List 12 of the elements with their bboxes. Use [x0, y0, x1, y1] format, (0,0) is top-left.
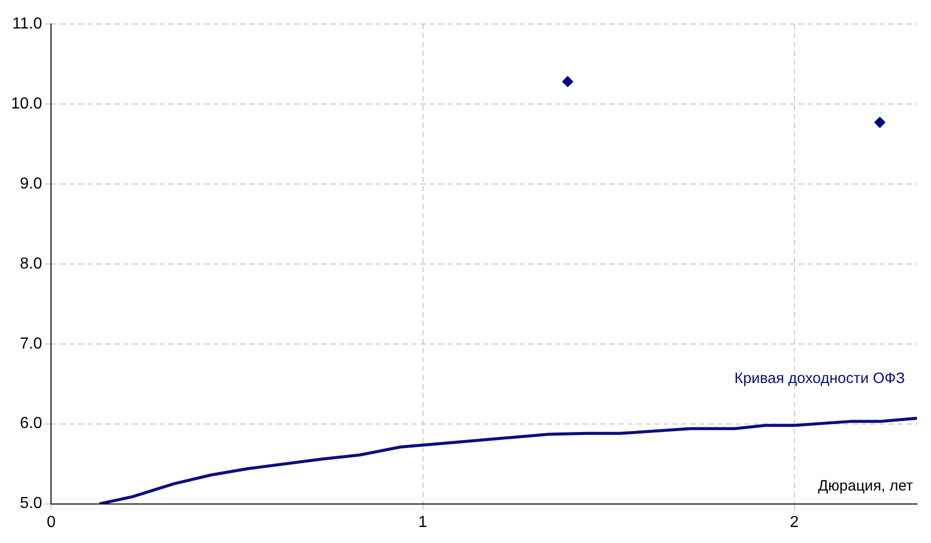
y-tick-label: 11.0 [12, 15, 42, 32]
x-tick-label: 1 [418, 514, 428, 531]
y-tick-label: 8.0 [20, 255, 42, 272]
x-tick-label: 2 [790, 514, 799, 531]
annotation: Кривая доходности ОФЗ [734, 370, 905, 387]
x-tick-label: 0 [46, 514, 56, 531]
y-tick-label: 7.0 [20, 335, 42, 352]
y-tick-label: 10.0 [11, 95, 42, 112]
y-tick-label: 5.0 [20, 495, 42, 512]
y-tick-label: 9.0 [20, 175, 42, 192]
y-tick-label: 6.0 [20, 415, 42, 432]
x-axis-title: Дюрация, лет [818, 477, 914, 494]
